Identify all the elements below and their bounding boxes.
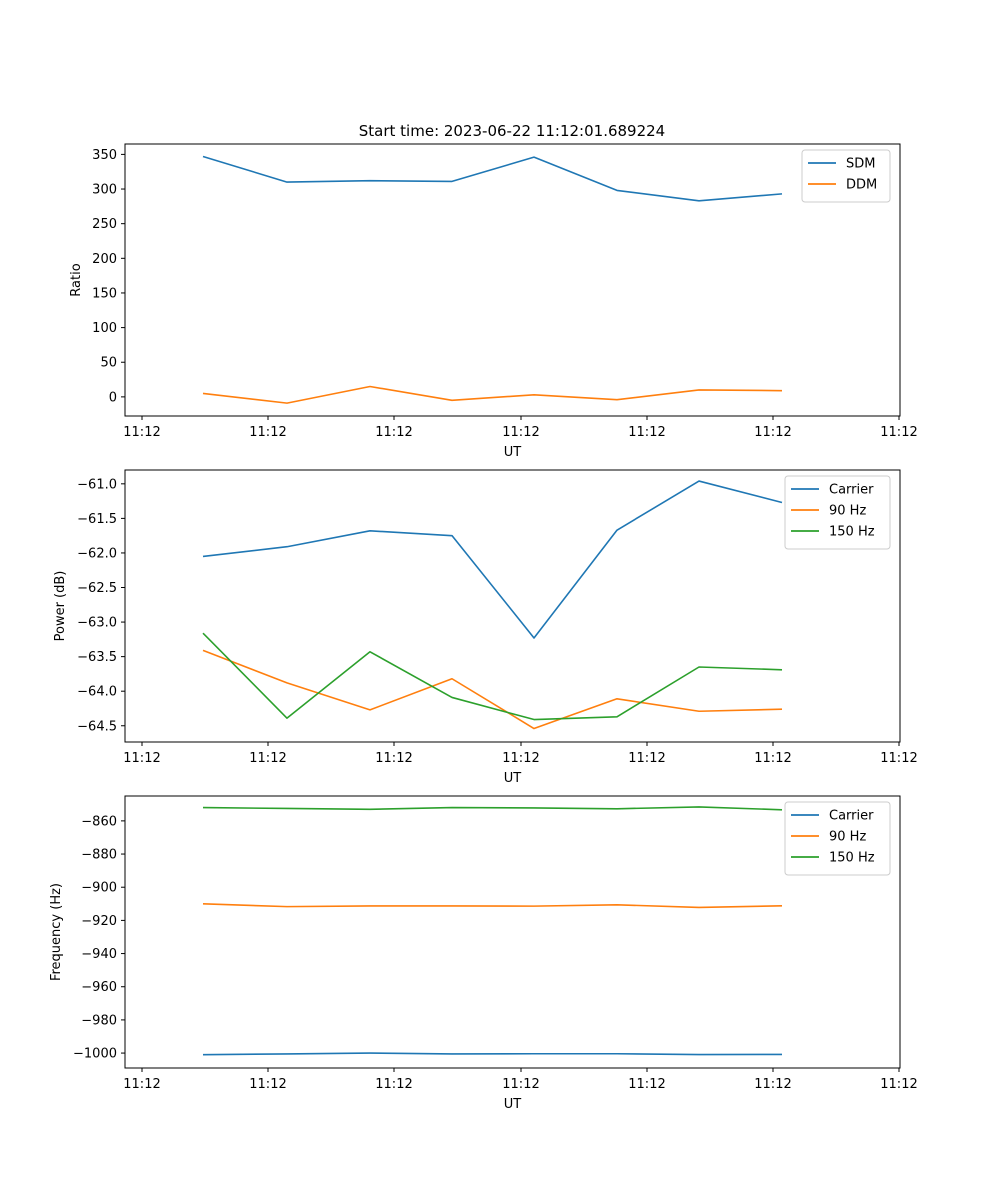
subplot-1: 11:12 11:12 11:12 11:12 11:12 11:12 11:12 UT 0 50… bbox=[69, 143, 918, 460]
series-line-3 bbox=[202, 632, 783, 721]
y-axis-label: Power (dB) bbox=[53, 571, 68, 642]
legend-entry: Carrier bbox=[829, 809, 874, 824]
x-tick-label: 11:12 bbox=[249, 751, 286, 766]
legend-entry: 90 Hz bbox=[829, 830, 866, 845]
plots: 11:12 11:12 11:12 11:12 11:12 11:12 11:12 UT 0 50… bbox=[49, 143, 918, 1112]
x-tick-label: 11:12 bbox=[375, 751, 412, 766]
legend: Carrier 90 Hz 150 Hz bbox=[784, 475, 891, 550]
legend-entry: 90 Hz bbox=[829, 504, 866, 519]
legend: SDM DDM bbox=[801, 149, 891, 203]
y-tick-label: 300 bbox=[92, 183, 117, 198]
y-tick-label: −61.5 bbox=[77, 512, 117, 527]
axes-frame bbox=[124, 795, 901, 1069]
y-tick-label: −1000 bbox=[73, 1047, 117, 1062]
x-tick-label: 11:12 bbox=[754, 1077, 791, 1092]
legend-entry: Carrier bbox=[829, 483, 874, 498]
x-axis-label: UT bbox=[504, 771, 522, 786]
y-tick-label: −960 bbox=[81, 980, 117, 995]
series-line-2 bbox=[202, 649, 783, 730]
y-tick-label: 150 bbox=[92, 286, 117, 301]
x-tick-label: 11:12 bbox=[628, 425, 665, 440]
x-tick-label: 11:12 bbox=[123, 751, 160, 766]
x-tick-label: 11:12 bbox=[880, 1077, 917, 1092]
y-tick-label: −61.0 bbox=[77, 477, 117, 492]
subplot-3: 11:12 11:12 11:12 11:12 11:12 11:12 11:12 UT −10… bbox=[49, 795, 918, 1112]
y-tick-label: 350 bbox=[92, 148, 117, 163]
legend-entry: 150 Hz bbox=[829, 851, 875, 866]
series-line-2 bbox=[202, 903, 783, 909]
series-line-1 bbox=[202, 480, 783, 639]
legend: Carrier 90 Hz 150 Hz bbox=[784, 801, 891, 876]
x-tick-label: 11:12 bbox=[628, 1077, 665, 1092]
y-tick-label: −62.0 bbox=[77, 546, 117, 561]
y-axis-label: Ratio bbox=[69, 263, 84, 296]
y-tick-label: −64.0 bbox=[77, 685, 117, 700]
y-axis-label: Frequency (Hz) bbox=[49, 883, 64, 981]
y-tick-label: −900 bbox=[81, 881, 117, 896]
x-tick-label: 11:12 bbox=[123, 425, 160, 440]
series-line-2 bbox=[202, 385, 783, 404]
legend-entry: DDM bbox=[846, 178, 877, 193]
series-line-1 bbox=[202, 1052, 783, 1056]
x-tick-label: 11:12 bbox=[880, 751, 917, 766]
y-tick-label: −860 bbox=[81, 814, 117, 829]
legend-entry: 150 Hz bbox=[829, 525, 875, 540]
x-tick-label: 11:12 bbox=[880, 425, 917, 440]
series-line-1 bbox=[202, 155, 783, 202]
x-tick-label: 11:12 bbox=[628, 751, 665, 766]
y-tick-label: −940 bbox=[81, 947, 117, 962]
y-tick-label: 200 bbox=[92, 252, 117, 267]
x-tick-label: 11:12 bbox=[249, 425, 286, 440]
x-tick-label: 11:12 bbox=[754, 751, 791, 766]
y-tick-label: 100 bbox=[92, 321, 117, 336]
x-tick-label: 11:12 bbox=[754, 425, 791, 440]
axes-frame bbox=[124, 469, 901, 743]
y-tick-label: −920 bbox=[81, 914, 117, 929]
subplot-2: 11:12 11:12 11:12 11:12 11:12 11:12 11:12 UT −64… bbox=[53, 469, 918, 786]
x-tick-label: 11:12 bbox=[502, 425, 539, 440]
x-tick-label: 11:12 bbox=[502, 1077, 539, 1092]
x-tick-label: 11:12 bbox=[375, 1077, 412, 1092]
y-tick-label: −62.5 bbox=[77, 581, 117, 596]
x-axis-label: UT bbox=[504, 445, 522, 460]
legend-entry: SDM bbox=[846, 157, 875, 172]
x-tick-label: 11:12 bbox=[502, 751, 539, 766]
y-tick-label: −63.0 bbox=[77, 616, 117, 631]
x-tick-label: 11:12 bbox=[375, 425, 412, 440]
x-tick-label: 11:12 bbox=[249, 1077, 286, 1092]
x-axis-label: UT bbox=[504, 1097, 522, 1112]
y-tick-label: 0 bbox=[109, 390, 117, 405]
x-tick-label: 11:12 bbox=[123, 1077, 160, 1092]
series-line-3 bbox=[202, 806, 783, 811]
figure-title: Start time: 2023-06-22 11:12:01.689224 bbox=[359, 122, 665, 140]
y-tick-label: −63.5 bbox=[77, 650, 117, 665]
y-tick-label: −880 bbox=[81, 848, 117, 863]
y-tick-label: −64.5 bbox=[77, 719, 117, 734]
axes-frame bbox=[124, 143, 901, 417]
y-tick-label: −980 bbox=[81, 1013, 117, 1028]
y-tick-label: 250 bbox=[92, 217, 117, 232]
y-tick-label: 50 bbox=[100, 356, 117, 371]
